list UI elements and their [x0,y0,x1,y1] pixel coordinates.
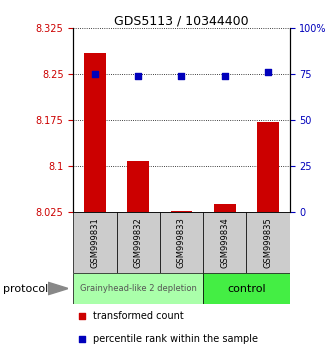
Point [265,70,271,75]
Bar [170,211,192,212]
Point [179,73,184,79]
Text: Grainyhead-like 2 depletion: Grainyhead-like 2 depletion [80,284,196,293]
Text: transformed count: transformed count [93,311,183,321]
Text: protocol: protocol [3,284,49,293]
Bar [160,212,203,273]
Point [222,73,227,79]
Text: GSM999834: GSM999834 [220,217,229,268]
Bar [203,273,290,304]
Bar [214,204,236,212]
Point [79,336,85,342]
Bar [117,212,160,273]
Title: GDS5113 / 10344400: GDS5113 / 10344400 [114,14,249,27]
Polygon shape [48,282,68,295]
Bar [127,161,149,212]
Point [79,313,85,319]
Bar [246,212,290,273]
Text: control: control [227,284,266,293]
Bar [203,212,246,273]
Bar [73,212,117,273]
Text: percentile rank within the sample: percentile rank within the sample [93,334,258,344]
Text: GSM999833: GSM999833 [177,217,186,268]
Bar [84,53,106,212]
Bar [257,122,279,212]
Point [136,73,141,79]
Text: GSM999835: GSM999835 [263,217,273,268]
Point [92,72,98,77]
Bar [73,273,203,304]
Text: GSM999832: GSM999832 [134,217,143,268]
Text: GSM999831: GSM999831 [90,217,100,268]
